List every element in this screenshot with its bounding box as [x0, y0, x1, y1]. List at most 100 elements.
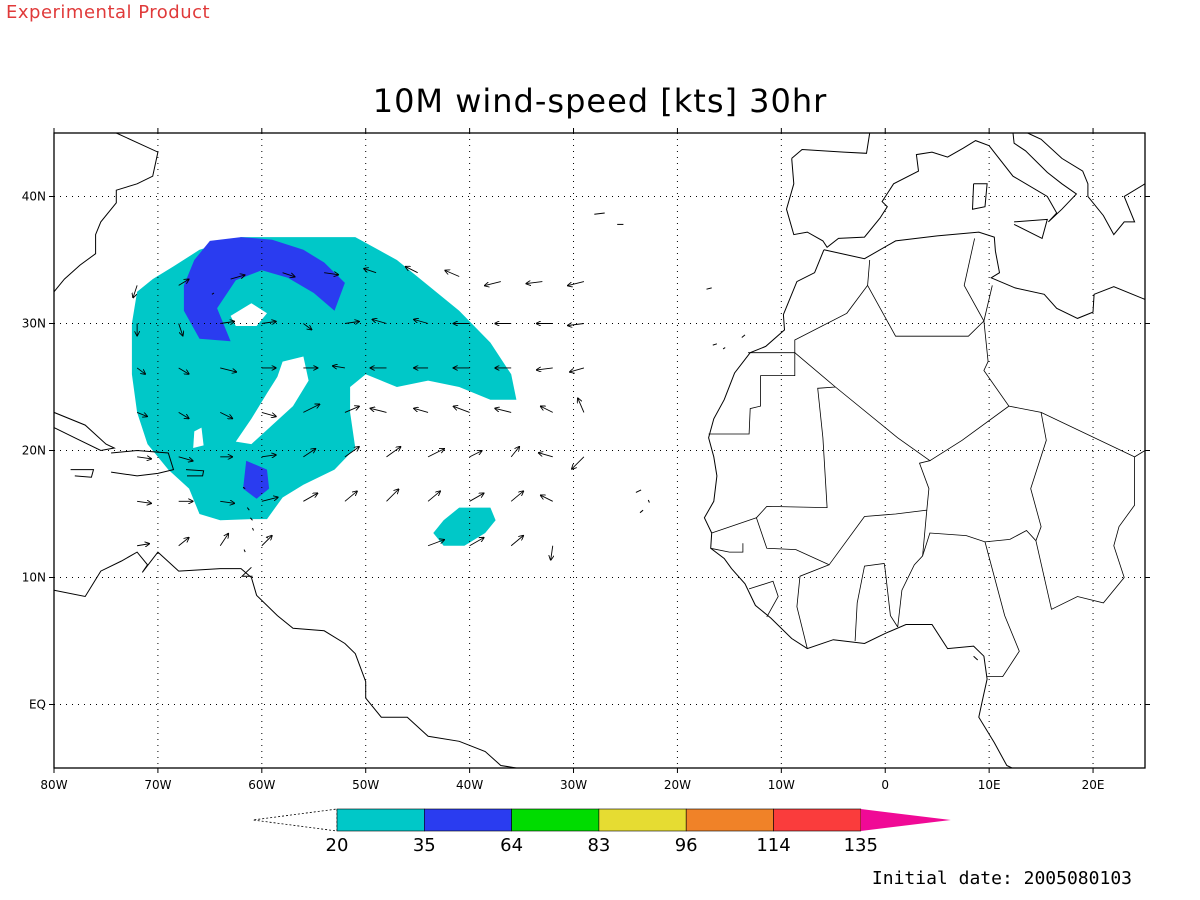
wind-vector: [541, 495, 553, 502]
coastline: [823, 231, 1145, 319]
wind-vector: [220, 501, 234, 503]
colorbar-legend: 20 35 64 83 96 114 135: [252, 808, 951, 856]
colorbar-label: 114: [756, 835, 790, 856]
coastline: [54, 133, 159, 293]
wind-vector: [386, 447, 400, 458]
wind-vector: [344, 447, 359, 458]
wind-vector: [303, 493, 317, 502]
wind-vector: [137, 544, 149, 546]
country-border: [983, 285, 993, 322]
coastline: [635, 489, 642, 493]
country-border: [1134, 425, 1145, 458]
country-border: [1008, 405, 1135, 610]
wind-vector: [454, 406, 470, 413]
coastline: [185, 469, 205, 477]
x-tick-label: 10E: [978, 778, 1001, 792]
wind-vector: [510, 447, 519, 458]
coastline: [706, 287, 712, 290]
wind-vector: [178, 412, 189, 418]
y-tick-label: 20N: [22, 444, 46, 458]
wind-vector: [137, 457, 151, 459]
country-border: [929, 238, 1010, 462]
wind-vector: [136, 411, 147, 416]
coastline: [594, 212, 605, 215]
wind-vector: [568, 324, 584, 326]
wind-vector: [133, 285, 138, 297]
coastline: [250, 517, 253, 521]
x-tick-label: 70W: [144, 778, 171, 792]
coastline: [712, 343, 718, 346]
wind-vector: [178, 323, 183, 336]
wind-vector: [303, 323, 311, 330]
wind-vector: [261, 411, 276, 416]
country-border: [897, 510, 928, 628]
calm-area: [193, 427, 204, 448]
country-border: [984, 541, 1020, 677]
colorbar-segment: [511, 808, 600, 832]
wind-vector: [551, 545, 553, 560]
coastline: [243, 549, 246, 553]
country-border: [710, 543, 744, 553]
wind-vector: [364, 269, 377, 274]
wind-vector: [578, 398, 585, 413]
colorbar-label: 83: [587, 835, 610, 856]
wind-vector: [333, 366, 346, 368]
x-tick-label: 80W: [40, 778, 67, 792]
axis-ticks: 80W 70W 60W 50W 40W 30W 20W 10W 0 10E 20E 40N 30N 20N…: [22, 128, 1150, 792]
coastline: [70, 469, 95, 478]
coastline: [971, 183, 988, 210]
wind-vector: [572, 456, 585, 469]
coastline: [54, 411, 116, 452]
coastline: [211, 292, 215, 295]
coastline: [1027, 133, 1145, 236]
wind-vector: [495, 408, 512, 413]
x-tick-label: 40W: [456, 778, 483, 792]
colorbar-segment: [336, 808, 425, 832]
wind-region-35-64: [183, 237, 345, 342]
chart-title: 10M wind-speed [kts] 30hr: [372, 82, 828, 120]
wind-vector: [406, 267, 418, 274]
y-tick-label: 40N: [22, 190, 46, 204]
colorbar-label: 35: [413, 835, 436, 856]
country-border: [748, 580, 779, 618]
wind-vector: [372, 320, 387, 324]
coastline: [785, 133, 1078, 249]
wind-vector: [178, 367, 189, 374]
wind-vector: [539, 453, 553, 458]
coastline: [791, 133, 871, 159]
x-tick-label: 20W: [664, 778, 691, 792]
coastline: [639, 509, 644, 514]
coastline: [252, 527, 254, 531]
x-tick-label: 30W: [560, 778, 587, 792]
wind-vector: [220, 367, 236, 372]
y-tick-label: EQ: [29, 698, 46, 712]
wind-vector: [344, 491, 357, 502]
wind-vector: [261, 536, 272, 547]
country-border: [794, 259, 871, 353]
wind-vector: [220, 411, 232, 418]
x-tick-label: 50W: [352, 778, 379, 792]
wind-vector: [541, 406, 553, 413]
experimental-product-label: Experimental Product: [6, 2, 211, 23]
wind-vector: [485, 281, 501, 286]
country-border: [867, 285, 985, 337]
x-tick-label: 60W: [248, 778, 275, 792]
colorbar-high-cap: [860, 809, 951, 831]
wind-vector: [510, 536, 523, 547]
country-border: [711, 352, 931, 566]
wind-vector: [261, 497, 278, 502]
wind-vector: [261, 455, 276, 457]
wind-vector: [427, 491, 440, 502]
wind-vector: [427, 449, 444, 458]
wind-vector: [526, 282, 543, 284]
coastline-layer: [54, 133, 1145, 768]
colorbar-segment: [685, 808, 774, 832]
wind-vector: [469, 538, 484, 547]
wind-vector: [427, 540, 444, 547]
wind-vector: [261, 322, 276, 324]
country-border: [756, 386, 836, 519]
wind-vector: [568, 281, 585, 286]
wind-vector: [414, 408, 429, 413]
y-tick-label: 10N: [22, 571, 46, 585]
